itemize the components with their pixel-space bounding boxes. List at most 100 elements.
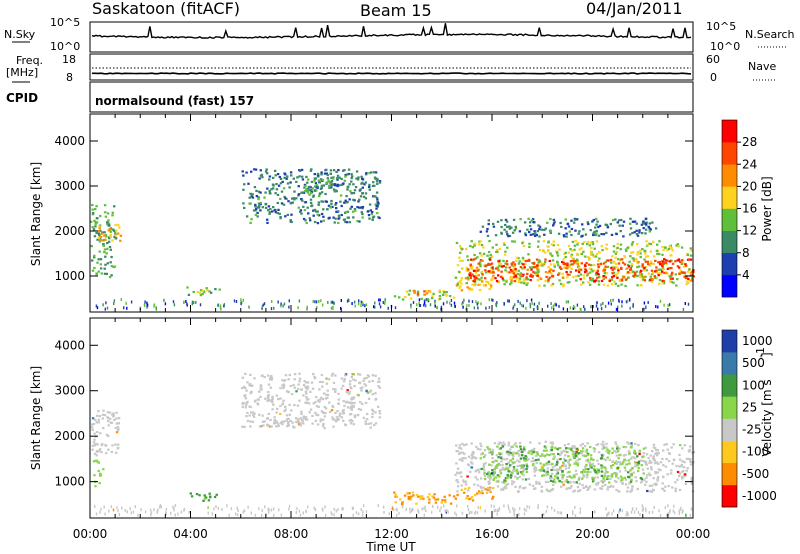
data-cell	[600, 454, 604, 457]
data-cell	[621, 509, 623, 513]
data-cell	[256, 215, 259, 218]
data-cell	[149, 508, 152, 512]
data-cell	[113, 205, 116, 208]
data-cell	[532, 451, 535, 454]
colorbar-swatch	[722, 208, 737, 231]
data-cell	[336, 417, 340, 420]
data-cell	[583, 444, 587, 448]
data-cell	[509, 448, 512, 451]
data-cell	[518, 230, 522, 233]
data-cell	[146, 303, 149, 307]
data-cell	[583, 240, 586, 244]
data-cell	[478, 490, 481, 493]
data-cell	[487, 219, 490, 222]
data-cell	[519, 457, 523, 460]
data-cell	[641, 263, 644, 266]
data-cell	[536, 230, 539, 233]
data-cell	[91, 417, 95, 420]
data-cell	[450, 303, 453, 307]
data-cell	[573, 462, 576, 465]
data-cell	[592, 305, 594, 309]
data-cell	[284, 197, 287, 200]
data-cell	[340, 183, 343, 186]
data-cell	[537, 506, 539, 510]
data-cell	[662, 449, 665, 452]
data-cell	[600, 303, 602, 307]
data-cell	[525, 283, 528, 286]
data-cell	[536, 264, 539, 267]
data-cell	[644, 252, 647, 255]
data-cell	[662, 268, 665, 271]
data-cell	[97, 230, 100, 233]
data-cell	[280, 202, 284, 205]
data-cell	[330, 374, 334, 377]
data-cell	[500, 265, 504, 268]
data-cell	[512, 451, 515, 454]
data-cell	[686, 270, 690, 273]
data-cell	[126, 510, 128, 514]
data-cell	[622, 220, 626, 223]
data-cell	[635, 229, 638, 232]
data-cell	[617, 466, 620, 469]
data-cell	[558, 248, 561, 251]
data-cell	[462, 301, 464, 305]
data-cell	[556, 462, 559, 465]
x-tick-label: 08:00	[274, 527, 309, 541]
data-cell	[282, 420, 286, 423]
data-cell	[374, 305, 376, 309]
data-cell	[621, 224, 624, 227]
colorbar-swatch	[722, 120, 737, 143]
data-cell	[117, 417, 121, 420]
data-cell	[483, 449, 487, 452]
data-cell	[630, 263, 634, 266]
data-cell	[98, 250, 101, 253]
data-cell	[287, 421, 290, 424]
data-cell	[556, 458, 559, 461]
data-cell	[496, 509, 499, 513]
data-cell	[500, 460, 503, 463]
data-cell	[114, 233, 117, 236]
data-cell	[626, 441, 629, 444]
data-cell	[639, 271, 642, 274]
data-cell	[110, 255, 113, 259]
data-cell	[592, 218, 595, 222]
data-cell	[551, 487, 555, 491]
data-cell	[645, 480, 648, 483]
data-cell	[505, 270, 509, 273]
data-cell	[499, 262, 503, 265]
data-cell	[609, 222, 612, 226]
data-cell	[350, 401, 354, 404]
data-cell	[243, 183, 246, 186]
data-cell	[91, 428, 94, 431]
data-cell	[640, 275, 644, 278]
data-cell	[562, 283, 565, 286]
data-cell	[682, 265, 686, 268]
data-cell	[612, 250, 616, 253]
data-cell	[565, 235, 568, 238]
data-cell	[416, 495, 420, 498]
data-cell	[506, 450, 509, 453]
data-cell	[361, 205, 365, 209]
data-cell	[616, 450, 620, 453]
data-cell	[652, 240, 655, 243]
data-cell	[468, 299, 470, 303]
data-cell	[434, 304, 436, 308]
data-cell	[522, 304, 524, 308]
data-cell	[99, 235, 103, 238]
data-cell	[569, 270, 572, 274]
data-cell	[244, 403, 248, 406]
data-cell	[549, 230, 552, 233]
data-cell	[593, 465, 596, 468]
data-cell	[614, 218, 617, 221]
data-cell	[592, 478, 596, 481]
data-cell	[533, 487, 536, 490]
data-cell	[552, 218, 556, 221]
data-cell	[348, 198, 351, 201]
data-cell	[102, 409, 105, 412]
data-cell	[620, 478, 623, 481]
data-cell	[521, 256, 525, 259]
data-cell	[90, 426, 94, 429]
data-cell	[282, 203, 286, 206]
data-cell	[689, 458, 692, 461]
data-cell	[589, 445, 592, 449]
